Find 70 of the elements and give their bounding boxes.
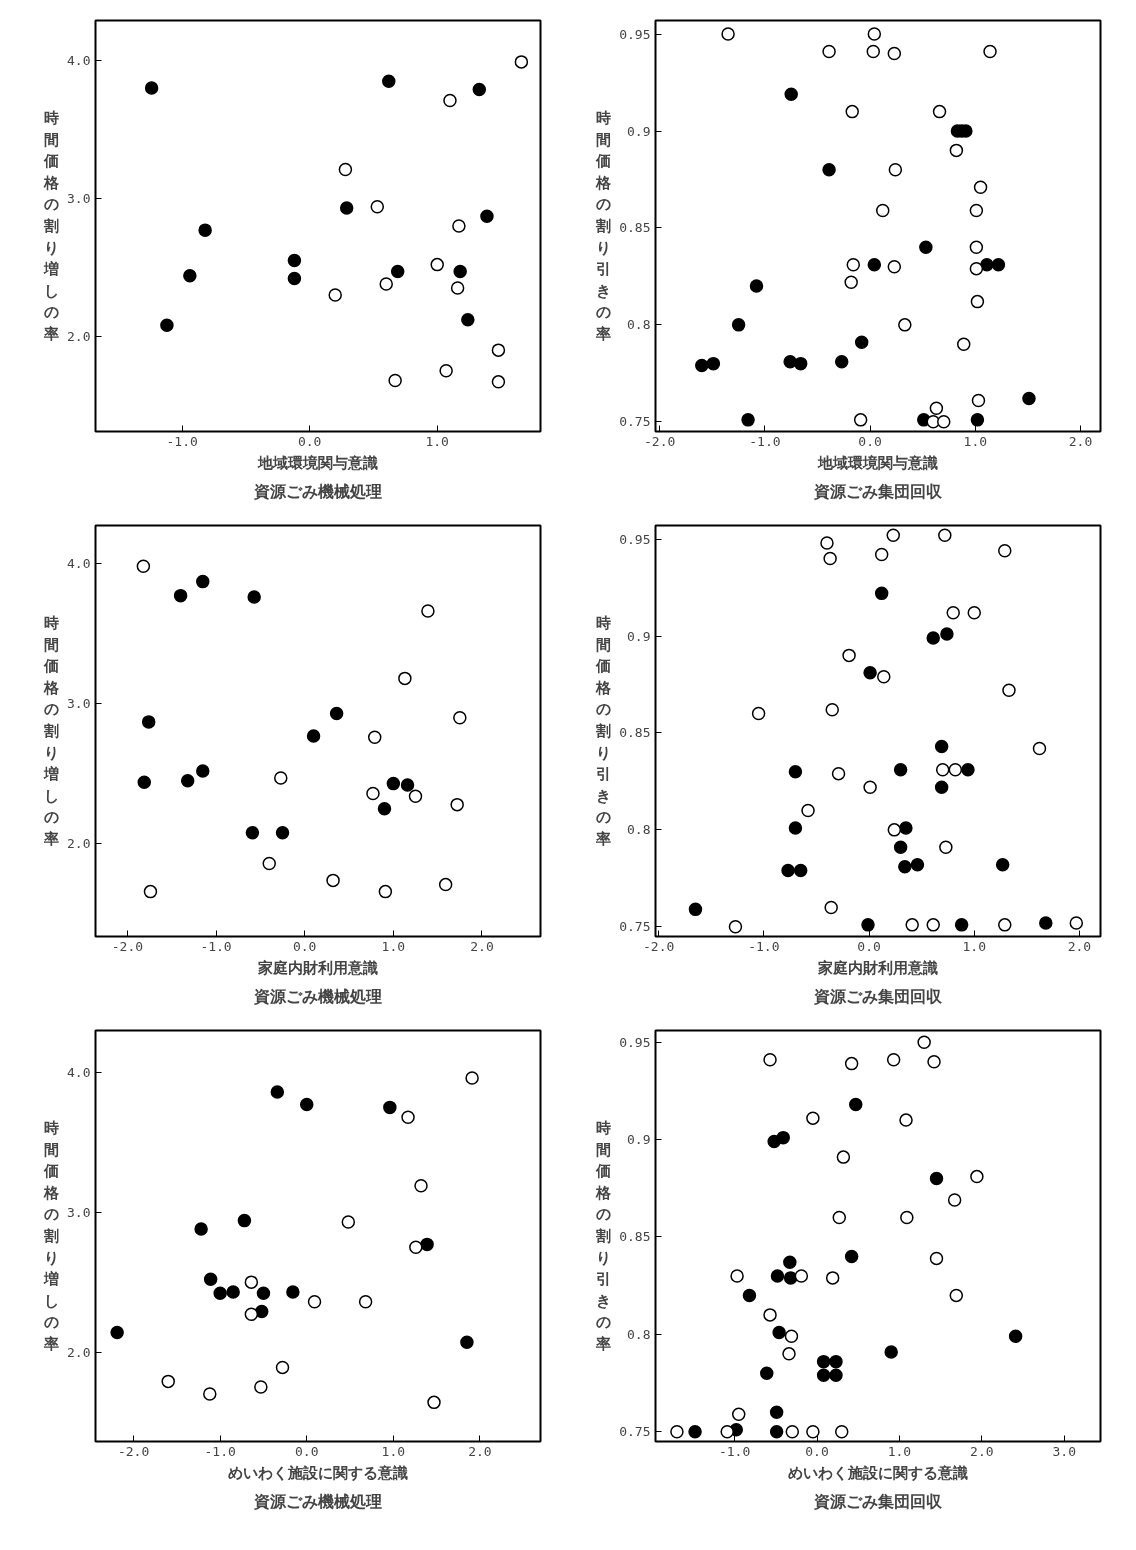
x-axis-title: めいわく施設に関する意識 [228, 1463, 408, 1482]
x-tick-label: -2.0 [117, 1443, 150, 1459]
y-tick-label: 4.0 [67, 1064, 91, 1080]
text: 資源ごみ集団回収 [813, 986, 943, 1006]
y-tick-label: 0.75 [619, 919, 651, 935]
y-tick-label: 0.85 [619, 1229, 651, 1245]
x-axis-title: 地域環境関与意識 [257, 453, 378, 472]
text: 資源ごみ機械処理 [253, 1491, 382, 1511]
text: 時間価格の割り引きの率 [596, 614, 612, 848]
x-tick-label: 0.0 [292, 938, 317, 954]
y-tick-label: 0.9 [627, 1132, 651, 1148]
text: 時間価格の割り増しの率 [44, 1119, 60, 1353]
x-tick-label: -1.0 [204, 1443, 236, 1459]
x-tick-label: -2.0 [644, 433, 676, 449]
x-tick-label: 2.0 [468, 1443, 492, 1459]
x-tick-label: 0.0 [295, 1443, 319, 1459]
y-tick-label: 2.0 [67, 836, 91, 852]
text: 時間価格の割り引きの率 [596, 109, 612, 343]
text: 時間価格の割り増しの率 [44, 614, 60, 848]
text: 資源ごみ集団回収 [813, 481, 943, 501]
x-tick-label: -2.0 [643, 938, 675, 954]
y-tick-label: 3.0 [67, 1204, 91, 1220]
x-axis-title: めいわく施設に関する意識 [788, 1463, 968, 1482]
x-tick-label: -1.0 [718, 1443, 751, 1459]
x-tick-label: 1.0 [381, 1443, 406, 1459]
y-tick-label: 2.0 [67, 1344, 91, 1360]
x-tick-label: 1.0 [963, 433, 988, 449]
x-tick-label: 0.0 [297, 433, 322, 449]
x-tick-label: 0.0 [805, 1443, 829, 1459]
x-tick-label: 2.0 [1067, 938, 1092, 954]
x-tick-label: -1.0 [200, 938, 232, 954]
y-tick-label: 0.8 [627, 822, 651, 838]
y-tick-label: 0.9 [627, 628, 651, 644]
x-tick-label: -1.0 [166, 433, 198, 449]
x-axis-title: 家庭内財利用意識 [817, 958, 938, 977]
x-tick-label: -2.0 [111, 938, 144, 954]
y-tick-label: 0.75 [619, 414, 651, 430]
x-tick-label: 0.0 [858, 433, 882, 449]
y-tick-label: 0.85 [619, 220, 651, 236]
x-tick-label: 2.0 [970, 1443, 994, 1459]
y-tick-label: 2.0 [67, 328, 91, 344]
x-tick-label: 1.0 [381, 938, 406, 954]
text: 資源ごみ集団回収 [813, 1491, 943, 1511]
y-tick-label: 4.0 [67, 53, 91, 68]
y-tick-label: 0.85 [619, 725, 651, 741]
y-tick-label: 0.75 [619, 1424, 651, 1440]
x-tick-label: 1.0 [425, 433, 449, 449]
text: 時間価格の割り引きの率 [596, 1119, 612, 1353]
x-axis-title: 地域環境関与意識 [817, 453, 938, 472]
x-tick-label: -1.0 [748, 938, 780, 954]
x-tick-label: 2.0 [1068, 433, 1093, 449]
y-tick-label: 0.95 [619, 1034, 651, 1050]
y-tick-label: 0.8 [627, 317, 651, 333]
y-tick-label: 0.95 [619, 531, 651, 547]
y-tick-label: 3.0 [67, 696, 91, 712]
y-tick-label: 0.9 [627, 123, 651, 139]
text: 資源ごみ機械処理 [253, 986, 382, 1006]
x-tick-label: 2.0 [470, 938, 494, 954]
y-tick-label: 0.95 [619, 26, 651, 42]
text: 資源ごみ機械処理 [253, 481, 382, 501]
x-tick-label: 0.0 [857, 938, 881, 954]
x-tick-label: -1.0 [749, 433, 781, 449]
x-tick-label: 3.0 [1052, 1443, 1076, 1459]
y-tick-label: 0.8 [627, 1326, 651, 1342]
x-axis-title: 家庭内財利用意識 [257, 958, 378, 977]
y-tick-label: 3.0 [67, 190, 91, 206]
text: 時間価格の割り増しの率 [44, 109, 60, 343]
y-tick-label: 4.0 [67, 555, 91, 571]
x-tick-label: 1.0 [887, 1443, 912, 1459]
x-tick-label: 1.0 [962, 938, 986, 954]
